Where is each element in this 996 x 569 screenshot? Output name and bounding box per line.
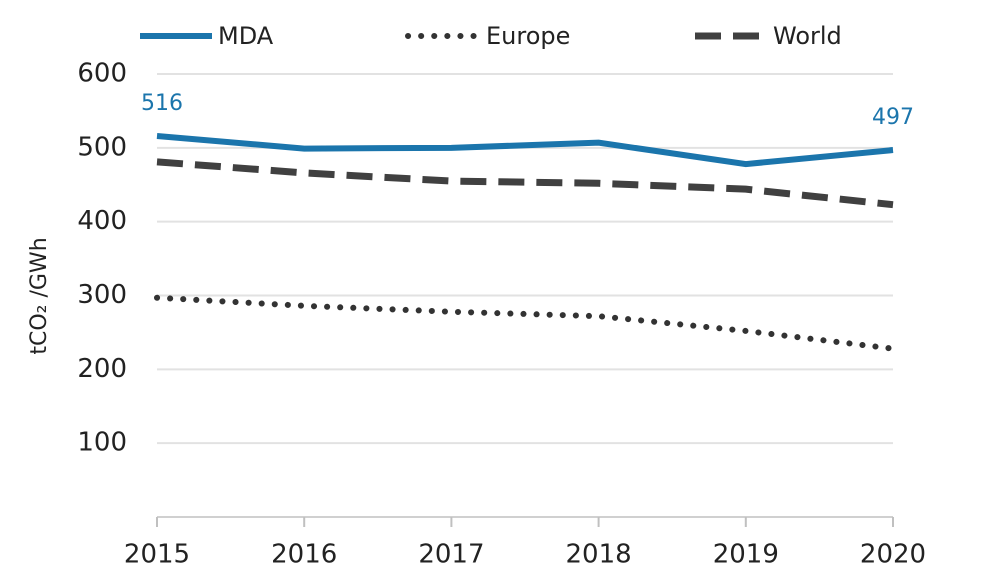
- x-tick-label: 2019: [713, 540, 779, 569]
- x-tick-label: 2020: [860, 540, 926, 569]
- x-tick-label: 2017: [418, 540, 484, 569]
- y-tick-label: 100: [77, 428, 127, 458]
- data-label: 516: [141, 91, 183, 116]
- legend-label: World: [773, 22, 842, 50]
- x-tick-label: 2018: [566, 540, 632, 569]
- series-line: [156, 158, 894, 209]
- y-tick-label: 600: [77, 59, 127, 89]
- legend-label: MDA: [218, 22, 274, 50]
- data-label: 497: [872, 105, 914, 130]
- y-axis-label: tCO₂ /GWh: [27, 237, 52, 354]
- x-tick-label: 2016: [271, 540, 337, 569]
- y-tick-label: 300: [77, 280, 127, 310]
- y-tick-label: 400: [77, 206, 127, 236]
- y-tick-label: 500: [77, 132, 127, 162]
- y-tick-label: 200: [77, 354, 127, 384]
- legend-label: Europe: [486, 22, 570, 50]
- x-tick-label: 2015: [124, 540, 190, 569]
- series-line: [156, 133, 894, 168]
- series-line: [154, 294, 896, 352]
